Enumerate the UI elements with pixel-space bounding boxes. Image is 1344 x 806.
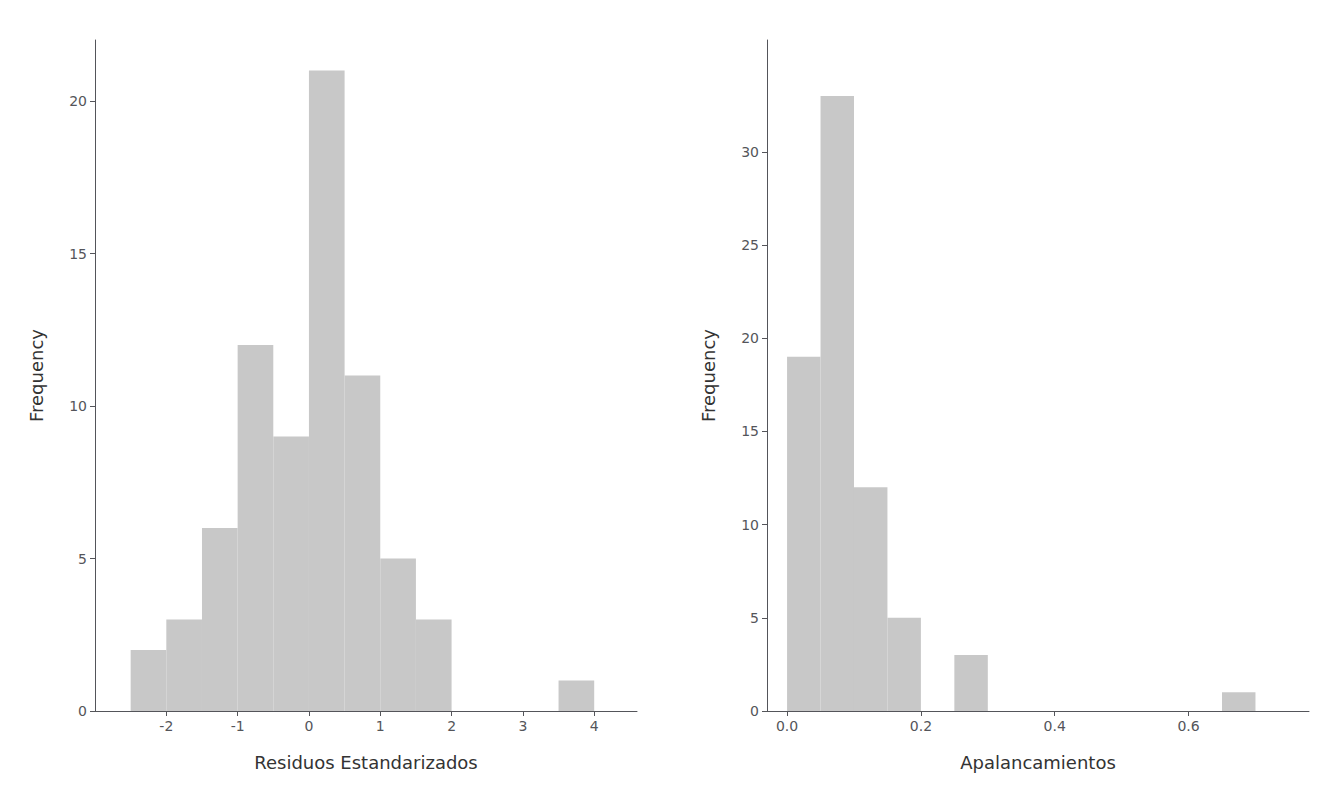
svg-text:30: 30 xyxy=(741,144,759,160)
svg-text:0.2: 0.2 xyxy=(910,718,932,734)
svg-text:0.6: 0.6 xyxy=(1177,718,1199,734)
svg-text:Frequency: Frequency xyxy=(698,329,719,422)
svg-text:0.4: 0.4 xyxy=(1044,718,1066,734)
svg-text:5: 5 xyxy=(78,551,87,567)
svg-text:2: 2 xyxy=(447,718,456,734)
svg-text:3: 3 xyxy=(518,718,527,734)
svg-text:20: 20 xyxy=(69,93,87,109)
svg-text:5: 5 xyxy=(750,610,759,626)
svg-text:-1: -1 xyxy=(231,718,245,734)
svg-text:Apalancamientos: Apalancamientos xyxy=(960,752,1116,773)
svg-text:15: 15 xyxy=(69,246,87,262)
svg-text:10: 10 xyxy=(69,398,87,414)
svg-text:4: 4 xyxy=(590,718,599,734)
svg-text:1: 1 xyxy=(376,718,385,734)
svg-text:0: 0 xyxy=(78,703,87,719)
svg-text:0.0: 0.0 xyxy=(776,718,798,734)
svg-text:0: 0 xyxy=(750,703,759,719)
svg-text:0: 0 xyxy=(304,718,313,734)
svg-text:-2: -2 xyxy=(159,718,173,734)
svg-text:15: 15 xyxy=(741,423,759,439)
svg-text:25: 25 xyxy=(741,237,759,253)
svg-text:Residuos Estandarizados: Residuos Estandarizados xyxy=(254,752,478,773)
svg-text:Frequency: Frequency xyxy=(26,329,47,422)
svg-text:10: 10 xyxy=(741,517,759,533)
svg-text:20: 20 xyxy=(741,330,759,346)
